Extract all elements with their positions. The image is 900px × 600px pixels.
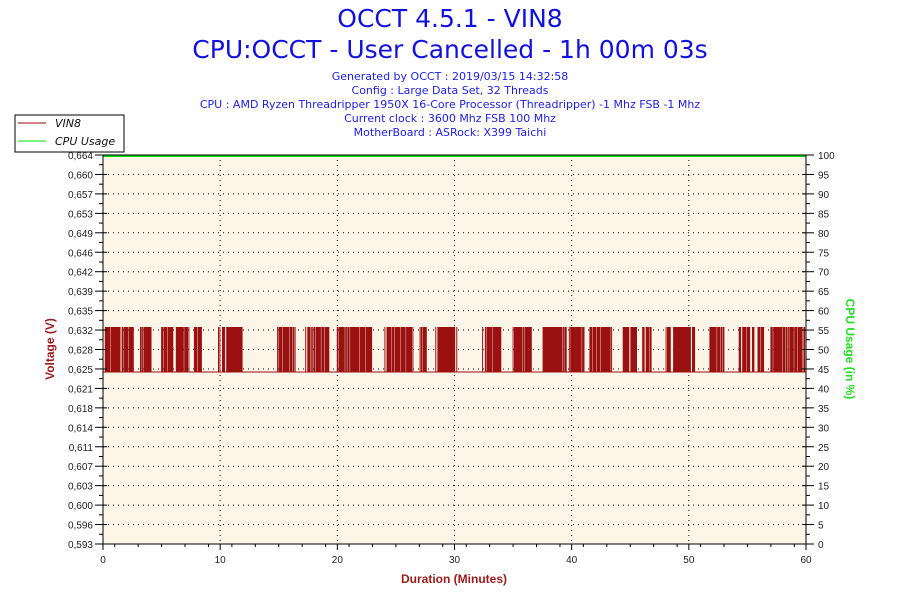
y-right-tick-label: 30 (818, 423, 830, 434)
y-left-tick-label: 0,614 (68, 423, 93, 434)
y-right-tick-label: 100 (818, 151, 835, 162)
y-axis-left-label: Voltage (V) (43, 318, 57, 380)
x-tick-label: 20 (332, 555, 344, 566)
y-left-tick-label: 0,649 (68, 229, 93, 240)
y-right-tick-label: 35 (818, 404, 830, 415)
y-right-tick-label: 70 (818, 268, 830, 279)
y-left-tick-label: 0,664 (68, 151, 93, 162)
x-tick-label: 60 (800, 555, 812, 566)
y-left-tick-label: 0,642 (68, 268, 93, 279)
y-left-tick-label: 0,618 (68, 404, 93, 415)
info-generated: Generated by OCCT : 2019/03/15 14:32:58 (331, 70, 569, 83)
y-right-tick-label: 25 (818, 443, 830, 454)
y-left-tick-label: 0,625 (68, 365, 93, 376)
y-right-tick-label: 80 (818, 229, 830, 240)
info-config: Config : Large Data Set, 32 Threads (351, 84, 549, 97)
y-right-tick-label: 55 (818, 326, 830, 337)
chart-title: OCCT 4.5.1 - VIN8 (337, 4, 563, 33)
y-right-tick-label: 95 (818, 170, 830, 181)
legend-label-cpu-usage: CPU Usage (55, 135, 115, 148)
y-right-tick-label: 40 (818, 384, 830, 395)
y-right-tick-label: 5 (818, 521, 824, 532)
y-left-tick-label: 0,607 (68, 462, 93, 473)
y-right-tick-label: 90 (818, 190, 830, 201)
y-right-tick-label: 45 (818, 365, 830, 376)
x-tick-label: 0 (100, 555, 106, 566)
y-left-tick-label: 0,596 (68, 521, 93, 532)
y-right-tick-label: 50 (818, 346, 830, 357)
chart-subtitle: CPU:OCCT - User Cancelled - 1h 00m 03s (192, 35, 708, 64)
y-left-tick-label: 0,635 (68, 307, 93, 318)
info-clock: Current clock : 3600 Mhz FSB 100 Mhz (344, 112, 556, 125)
info-cpu: CPU : AMD Ryzen Threadripper 1950X 16-Co… (199, 98, 701, 111)
y-right-tick-label: 65 (818, 287, 830, 298)
x-axis-label: Duration (Minutes) (401, 572, 507, 586)
y-left-tick-label: 0,660 (68, 170, 93, 181)
y-left-tick-label: 0,621 (68, 384, 93, 395)
y-left-tick-label: 0,646 (68, 248, 93, 259)
x-tick-label: 50 (683, 555, 695, 566)
legend-box (14, 114, 125, 153)
plot-border (102, 154, 807, 545)
y-right-tick-label: 20 (818, 462, 830, 473)
y-left-tick-label: 0,653 (68, 209, 93, 220)
y-left-tick-label: 0,639 (68, 287, 93, 298)
x-tick-label: 40 (566, 555, 578, 566)
y-left-tick-label: 0,657 (68, 190, 93, 201)
x-tick-label: 10 (215, 555, 227, 566)
y-right-tick-label: 0 (818, 540, 824, 551)
y-right-tick-label: 60 (818, 307, 830, 318)
y-left-tick-label: 0,600 (68, 501, 93, 512)
y-left-tick-label: 0,632 (68, 326, 93, 337)
info-motherboard: MotherBoard : ASRock: X399 Taichi (353, 126, 547, 139)
y-axis-right-label: CPU Usage (in %) (843, 299, 857, 400)
y-left-tick-label: 0,628 (68, 346, 93, 357)
legend: VIN8 CPU Usage (14, 114, 125, 153)
y-right-tick-label: 85 (818, 209, 830, 220)
series-line-vin8 (103, 327, 807, 373)
y-right-tick-label: 10 (818, 501, 830, 512)
y-left-tick-label: 0,593 (68, 540, 93, 551)
x-tick-label: 30 (449, 555, 461, 566)
y-left-tick-label: 0,611 (69, 443, 94, 454)
y-right-tick-label: 75 (818, 248, 830, 259)
legend-label-vin8: VIN8 (55, 117, 81, 130)
y-left-tick-label: 0,603 (68, 482, 93, 493)
y-right-tick-label: 15 (818, 482, 830, 493)
